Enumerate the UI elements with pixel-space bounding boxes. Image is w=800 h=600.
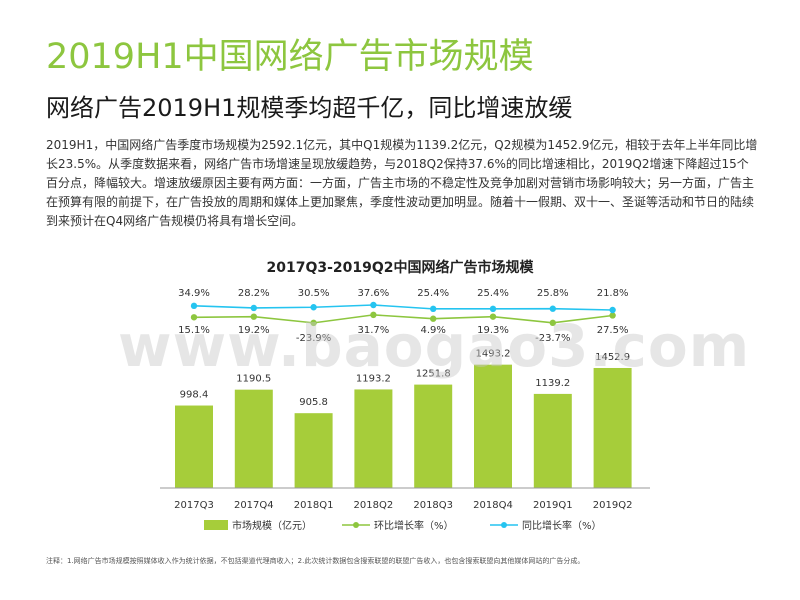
line-yoy-growth xyxy=(193,304,613,311)
legend-label-hb: 环比增长率（%） xyxy=(374,519,454,532)
bar-value-label: 1251.8 xyxy=(416,369,451,380)
hb-point xyxy=(430,315,437,322)
legend-label-yoy: 同比增长率（%） xyxy=(522,519,602,532)
hb-value-label: -23.9% xyxy=(296,333,331,344)
yoy-point xyxy=(430,305,437,313)
hb-value-label: 27.5% xyxy=(597,325,629,336)
x-tick-label: 2017Q3 xyxy=(174,500,214,511)
yoy-point xyxy=(310,304,317,311)
yoy-value-label: 34.9% xyxy=(178,288,210,299)
hb-point xyxy=(370,311,377,319)
bar-2018Q4 xyxy=(474,364,512,488)
hb-value-label: 19.3% xyxy=(477,325,509,336)
page-subtitle: 网络广告2019H1规模季均超千亿，同比增速放缓 xyxy=(46,94,573,122)
line-hb-growth xyxy=(193,314,613,324)
hb-value-label: 31.7% xyxy=(358,325,390,336)
bar-2017Q3 xyxy=(175,405,213,488)
x-tick-label: 2018Q3 xyxy=(413,500,453,511)
summary-paragraph: 2019H1，中国网络广告季度市场规模为2592.1亿元，其中Q1规模为1139… xyxy=(46,138,758,228)
hb-point xyxy=(310,319,317,327)
bar-2019Q2 xyxy=(593,367,632,488)
bar-2018Q2 xyxy=(354,389,393,488)
legend-label-bar: 市场规模（亿元） xyxy=(232,519,312,532)
hb-point xyxy=(250,313,257,320)
hb-point xyxy=(549,319,556,327)
yoy-value-label: 25.8% xyxy=(537,288,569,299)
chart-title: 2017Q3-2019Q2中国网络广告市场规模 xyxy=(266,260,534,276)
yoy-point xyxy=(250,304,257,312)
yoy-value-label: 37.6% xyxy=(358,288,390,299)
x-tick-label: 2017Q4 xyxy=(234,500,274,511)
yoy-point xyxy=(190,302,198,310)
bar-2019Q1 xyxy=(533,393,572,488)
bar-value-label: 1493.2 xyxy=(476,349,511,360)
yoy-point xyxy=(609,306,616,314)
hb-point xyxy=(190,314,198,321)
x-tick-label: 2018Q2 xyxy=(354,500,394,511)
footnote: 注释：1.网络广告市场规模按照媒体收入作为统计依据，不包括渠道代理商收入；2.此… xyxy=(46,557,585,565)
bar-value-label: 905.8 xyxy=(299,397,328,408)
yoy-value-label: 25.4% xyxy=(417,288,449,299)
yoy-point xyxy=(370,301,377,309)
yoy-point xyxy=(489,305,497,313)
x-tick-label: 2019Q1 xyxy=(533,500,573,511)
bar-value-label: 1193.2 xyxy=(356,373,391,384)
bar-value-label: 998.4 xyxy=(180,390,209,401)
legend-marker-hb xyxy=(353,522,359,528)
x-tick-label: 2019Q2 xyxy=(593,500,633,511)
legend-marker-yoy xyxy=(501,522,507,528)
yoy-value-label: 25.4% xyxy=(477,288,509,299)
bar-2018Q3 xyxy=(414,384,453,488)
bar-value-label: 1452.9 xyxy=(595,352,630,363)
yoy-point xyxy=(549,305,556,312)
combo-chart: 998.4 2017Q3 1190.5 2017Q4 905.8 2018Q1 1193.2… xyxy=(160,288,650,532)
x-tick-label: 2018Q1 xyxy=(294,500,334,511)
yoy-value-label: 28.2% xyxy=(238,288,270,299)
yoy-value-label: 30.5% xyxy=(298,288,330,299)
watermark: www.baogao3.com xyxy=(118,312,751,380)
bar-2017Q4 xyxy=(234,389,273,488)
bar-value-label: 1190.5 xyxy=(236,374,271,385)
hb-value-label: -23.7% xyxy=(535,333,570,344)
yoy-value-label: 21.8% xyxy=(597,288,629,299)
hb-point xyxy=(489,313,497,320)
hb-value-label: 4.9% xyxy=(420,325,445,336)
legend-swatch-bar xyxy=(204,520,228,530)
page-title: 2019H1中国网络广告市场规模 xyxy=(46,37,534,77)
bar-value-label: 1139.2 xyxy=(535,378,570,389)
hb-point xyxy=(609,312,616,319)
bar-2018Q1 xyxy=(294,413,333,488)
hb-value-label: 15.1% xyxy=(178,325,210,336)
x-tick-label: 2018Q4 xyxy=(473,500,513,511)
hb-value-label: 19.2% xyxy=(238,325,270,336)
